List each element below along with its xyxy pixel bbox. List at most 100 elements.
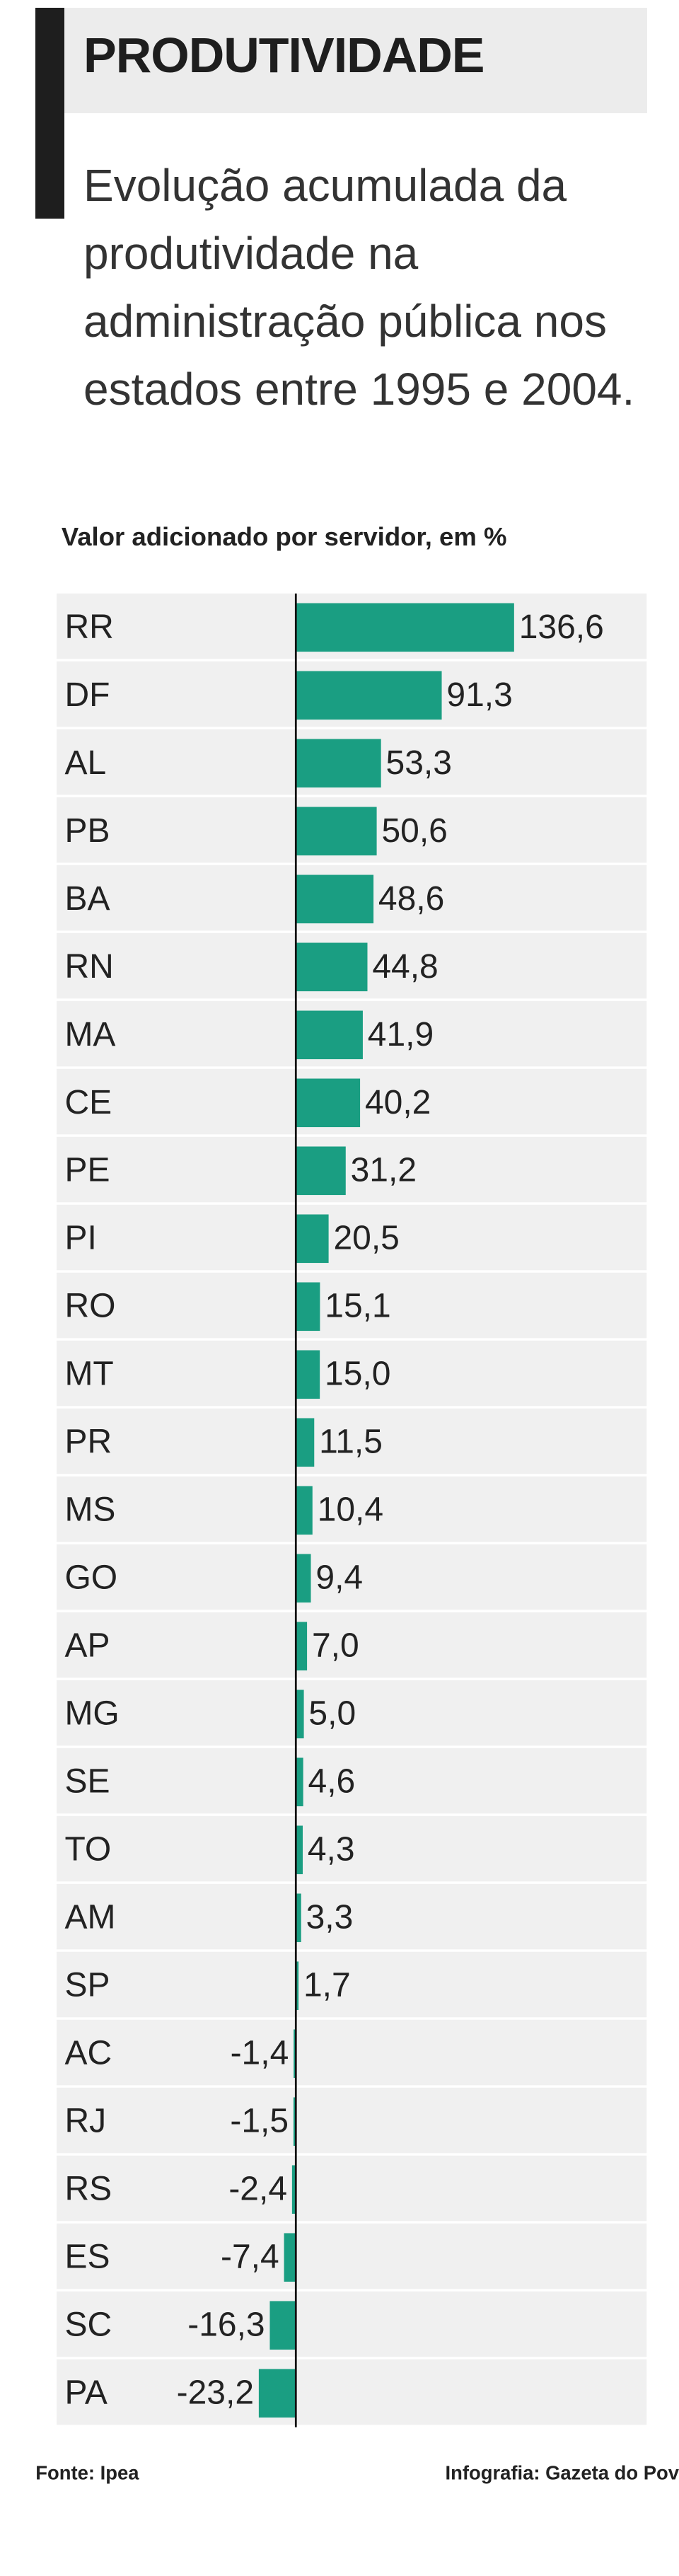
category-label: RR bbox=[64, 608, 113, 646]
category-label: MT bbox=[64, 1356, 113, 1393]
bar bbox=[296, 1893, 301, 1943]
row-background bbox=[57, 2019, 647, 2086]
category-label: SE bbox=[64, 1763, 110, 1801]
row-background bbox=[57, 1815, 647, 1882]
value-label: -1,5 bbox=[230, 2103, 289, 2140]
bar bbox=[296, 1825, 303, 1875]
row-background bbox=[57, 1408, 647, 1474]
bar bbox=[291, 2165, 296, 2214]
value-label: 136,6 bbox=[519, 608, 604, 646]
bar bbox=[296, 603, 514, 652]
value-label: 41,9 bbox=[368, 1016, 434, 1053]
value-label: 1,7 bbox=[303, 1967, 351, 2004]
chart-title: PRODUTIVIDADE bbox=[83, 28, 484, 83]
value-label: 7,0 bbox=[312, 1627, 359, 1665]
row-background bbox=[57, 1951, 647, 2018]
row-background bbox=[57, 1612, 647, 1678]
bar bbox=[296, 874, 374, 924]
row-background bbox=[57, 1272, 647, 1339]
category-label: MA bbox=[64, 1016, 115, 1053]
bar bbox=[269, 2301, 296, 2350]
bar bbox=[296, 942, 368, 992]
credit: Infografia: Gazeta do Pov bbox=[446, 2461, 679, 2483]
category-label: PA bbox=[64, 2374, 107, 2412]
value-label: -2,4 bbox=[228, 2171, 287, 2208]
category-label: MG bbox=[64, 1695, 119, 1733]
category-label: AM bbox=[64, 1899, 115, 1936]
value-label: 50,6 bbox=[381, 812, 447, 850]
row-background bbox=[57, 1748, 647, 1814]
value-label: 4,3 bbox=[308, 1831, 355, 1869]
category-label: BA bbox=[64, 880, 110, 918]
category-label: RN bbox=[64, 948, 113, 986]
bar bbox=[296, 1350, 320, 1399]
category-label: DF bbox=[64, 676, 110, 714]
value-label: 3,3 bbox=[306, 1899, 354, 1936]
title-box bbox=[64, 8, 647, 113]
chart-subtitle: Evolução acumulada da produtividade na a… bbox=[83, 160, 635, 415]
category-label: SC bbox=[64, 2306, 112, 2344]
category-label: PI bbox=[64, 1220, 96, 1257]
bar bbox=[296, 1486, 313, 1535]
category-label: MS bbox=[64, 1491, 115, 1529]
bar bbox=[296, 739, 381, 788]
bar bbox=[296, 1010, 363, 1060]
bar bbox=[296, 671, 442, 720]
value-label: -1,4 bbox=[231, 2035, 289, 2072]
value-label: 10,4 bbox=[318, 1491, 383, 1529]
value-label: -23,2 bbox=[177, 2374, 254, 2412]
value-label: 91,3 bbox=[446, 676, 512, 714]
category-label: PR bbox=[64, 1423, 112, 1461]
row-background bbox=[57, 1476, 647, 1542]
bar bbox=[296, 1078, 361, 1128]
bar bbox=[296, 1554, 311, 1603]
category-label: RO bbox=[64, 1288, 115, 1325]
value-label: 11,5 bbox=[319, 1423, 383, 1461]
row-background bbox=[57, 1544, 647, 1610]
header-accent bbox=[35, 8, 64, 219]
category-label: CE bbox=[64, 1084, 112, 1121]
value-label: 53,3 bbox=[386, 744, 452, 782]
value-label: -16,3 bbox=[187, 2306, 265, 2344]
row-background bbox=[57, 1340, 647, 1407]
bar bbox=[296, 1961, 299, 2011]
row-background bbox=[57, 2087, 647, 2154]
category-label: GO bbox=[64, 1559, 117, 1597]
row-background bbox=[57, 2155, 647, 2222]
bar bbox=[296, 1690, 304, 1739]
category-label: AC bbox=[64, 2035, 112, 2072]
category-label: TO bbox=[64, 1831, 111, 1869]
row-background bbox=[57, 1883, 647, 1950]
row-background bbox=[57, 2359, 647, 2425]
value-label: 15,0 bbox=[325, 1356, 390, 1393]
category-label: SP bbox=[64, 1967, 110, 2004]
value-label: 44,8 bbox=[372, 948, 438, 986]
bar bbox=[296, 1214, 329, 1264]
value-label: 40,2 bbox=[365, 1084, 431, 1121]
bar bbox=[284, 2233, 296, 2282]
bar bbox=[296, 1418, 315, 1467]
category-label: RJ bbox=[64, 2103, 106, 2140]
value-label: 15,1 bbox=[325, 1288, 390, 1325]
value-label: 9,4 bbox=[315, 1559, 363, 1597]
category-label: PB bbox=[64, 812, 110, 850]
row-background bbox=[57, 1204, 647, 1271]
category-label: RS bbox=[64, 2171, 112, 2208]
bar bbox=[293, 2097, 296, 2147]
source: Fonte: Ipea bbox=[35, 2461, 139, 2483]
bar bbox=[296, 1146, 346, 1196]
bar bbox=[296, 807, 377, 856]
value-label: 31,2 bbox=[351, 1152, 417, 1189]
bar bbox=[258, 2369, 296, 2418]
value-label: 5,0 bbox=[308, 1695, 356, 1733]
row-background bbox=[57, 2223, 647, 2289]
bar bbox=[294, 2029, 296, 2079]
axis-label: Valor adicionado por servidor, em % bbox=[62, 522, 507, 551]
value-label: 48,6 bbox=[378, 880, 444, 918]
value-label: 20,5 bbox=[333, 1220, 399, 1257]
row-background bbox=[57, 2291, 647, 2357]
row-background bbox=[57, 1680, 647, 1746]
row-background bbox=[57, 1136, 647, 1203]
category-label: AL bbox=[64, 744, 106, 782]
